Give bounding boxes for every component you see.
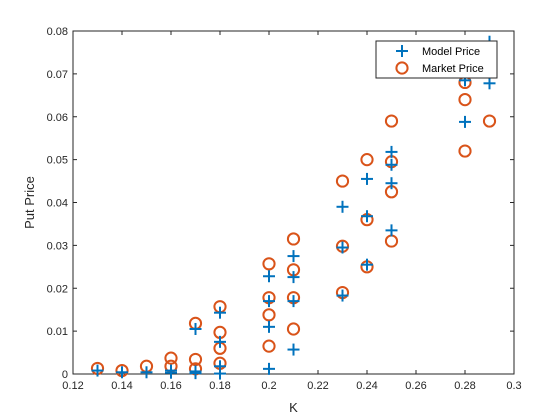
model-price-point [165,364,177,377]
model-price-point [263,270,275,283]
legend-plus-marker [396,45,408,57]
y-tick-label: 0.03 [47,240,68,252]
legend-marker-model-price [396,45,408,57]
legend-box [375,40,498,79]
model-price-point [263,320,275,333]
model-price-point [287,295,300,308]
market-price-point [384,114,399,128]
x-tick-label: 0.14 [111,380,132,392]
axis-ticks: 0.12 0.14 0.16 0.18 0.2 0.22 0.24 0.26 0.28 0.3 0 0… [47,26,522,392]
model-price-point [214,335,226,348]
legend-label-model-price: Model Price [422,46,480,58]
market-price-point [286,232,301,246]
model-price-point [385,224,398,237]
market-price-point [188,352,203,367]
model-price-point [263,295,275,308]
x-tick-label: 0.28 [454,380,475,392]
model-price-point [140,366,153,379]
legend: Model Price Market Price [375,40,498,79]
market-price-point [262,339,276,353]
x-tick-label: 0.24 [356,380,377,392]
x-tick-label: 0.12 [62,380,83,392]
y-tick-label: 0.08 [47,26,68,38]
y-tick-label: 0.06 [47,112,68,124]
market-price-point [360,153,374,167]
y-tick-label: 0 [62,369,68,381]
market-price-point [458,144,472,158]
market-price-point [262,308,276,322]
y-tick-label: 0.04 [47,198,68,210]
market-price-point [164,351,178,365]
legend-label-market-price: Market Price [422,63,484,75]
x-tick-label: 0.18 [209,380,230,392]
model-price-point [336,241,349,254]
y-tick-label: 0.07 [47,69,68,81]
x-tick-label: 0.3 [506,380,521,392]
market-price-point [482,114,497,128]
model-price-point [214,360,226,373]
y-tick-label: 0.01 [47,326,68,338]
y-tick-label: 0.02 [47,283,68,295]
model-price-point [385,158,398,171]
model-price-point [263,362,275,375]
x-tick-label: 0.22 [307,380,328,392]
x-tick-label: 0.2 [261,380,276,392]
model-price-point [116,366,128,379]
plot-area [72,30,515,375]
legend-marker-market-price [395,61,409,75]
market-price-point [458,93,472,107]
legend-circle-marker [395,61,409,75]
y-tick-label: 0.05 [47,155,68,167]
x-tick-label: 0.26 [405,380,426,392]
model-price-point [361,210,373,223]
x-tick-label: 0.16 [160,380,181,392]
model-price-point [483,77,496,90]
model-price-point [189,322,202,335]
model-price-point [385,177,398,190]
market-price-point [335,174,350,188]
model-price-point [287,250,300,263]
market-price-point [286,322,301,336]
model-price-point [287,271,300,284]
model-price-point [287,343,300,356]
y-axis-label: Put Price [22,176,37,229]
model-price-point [361,258,373,271]
market-price-point [262,257,276,271]
model-price-point [336,289,349,302]
model-price-point [336,200,349,213]
model-price-point [361,172,373,185]
x-axis-label: K [289,400,298,415]
model-price-point [385,145,398,158]
model-price-point [189,365,202,378]
model-price-point [91,364,104,377]
model-price-point [214,306,226,319]
model-price-series [91,35,496,380]
model-price-point [459,115,471,128]
